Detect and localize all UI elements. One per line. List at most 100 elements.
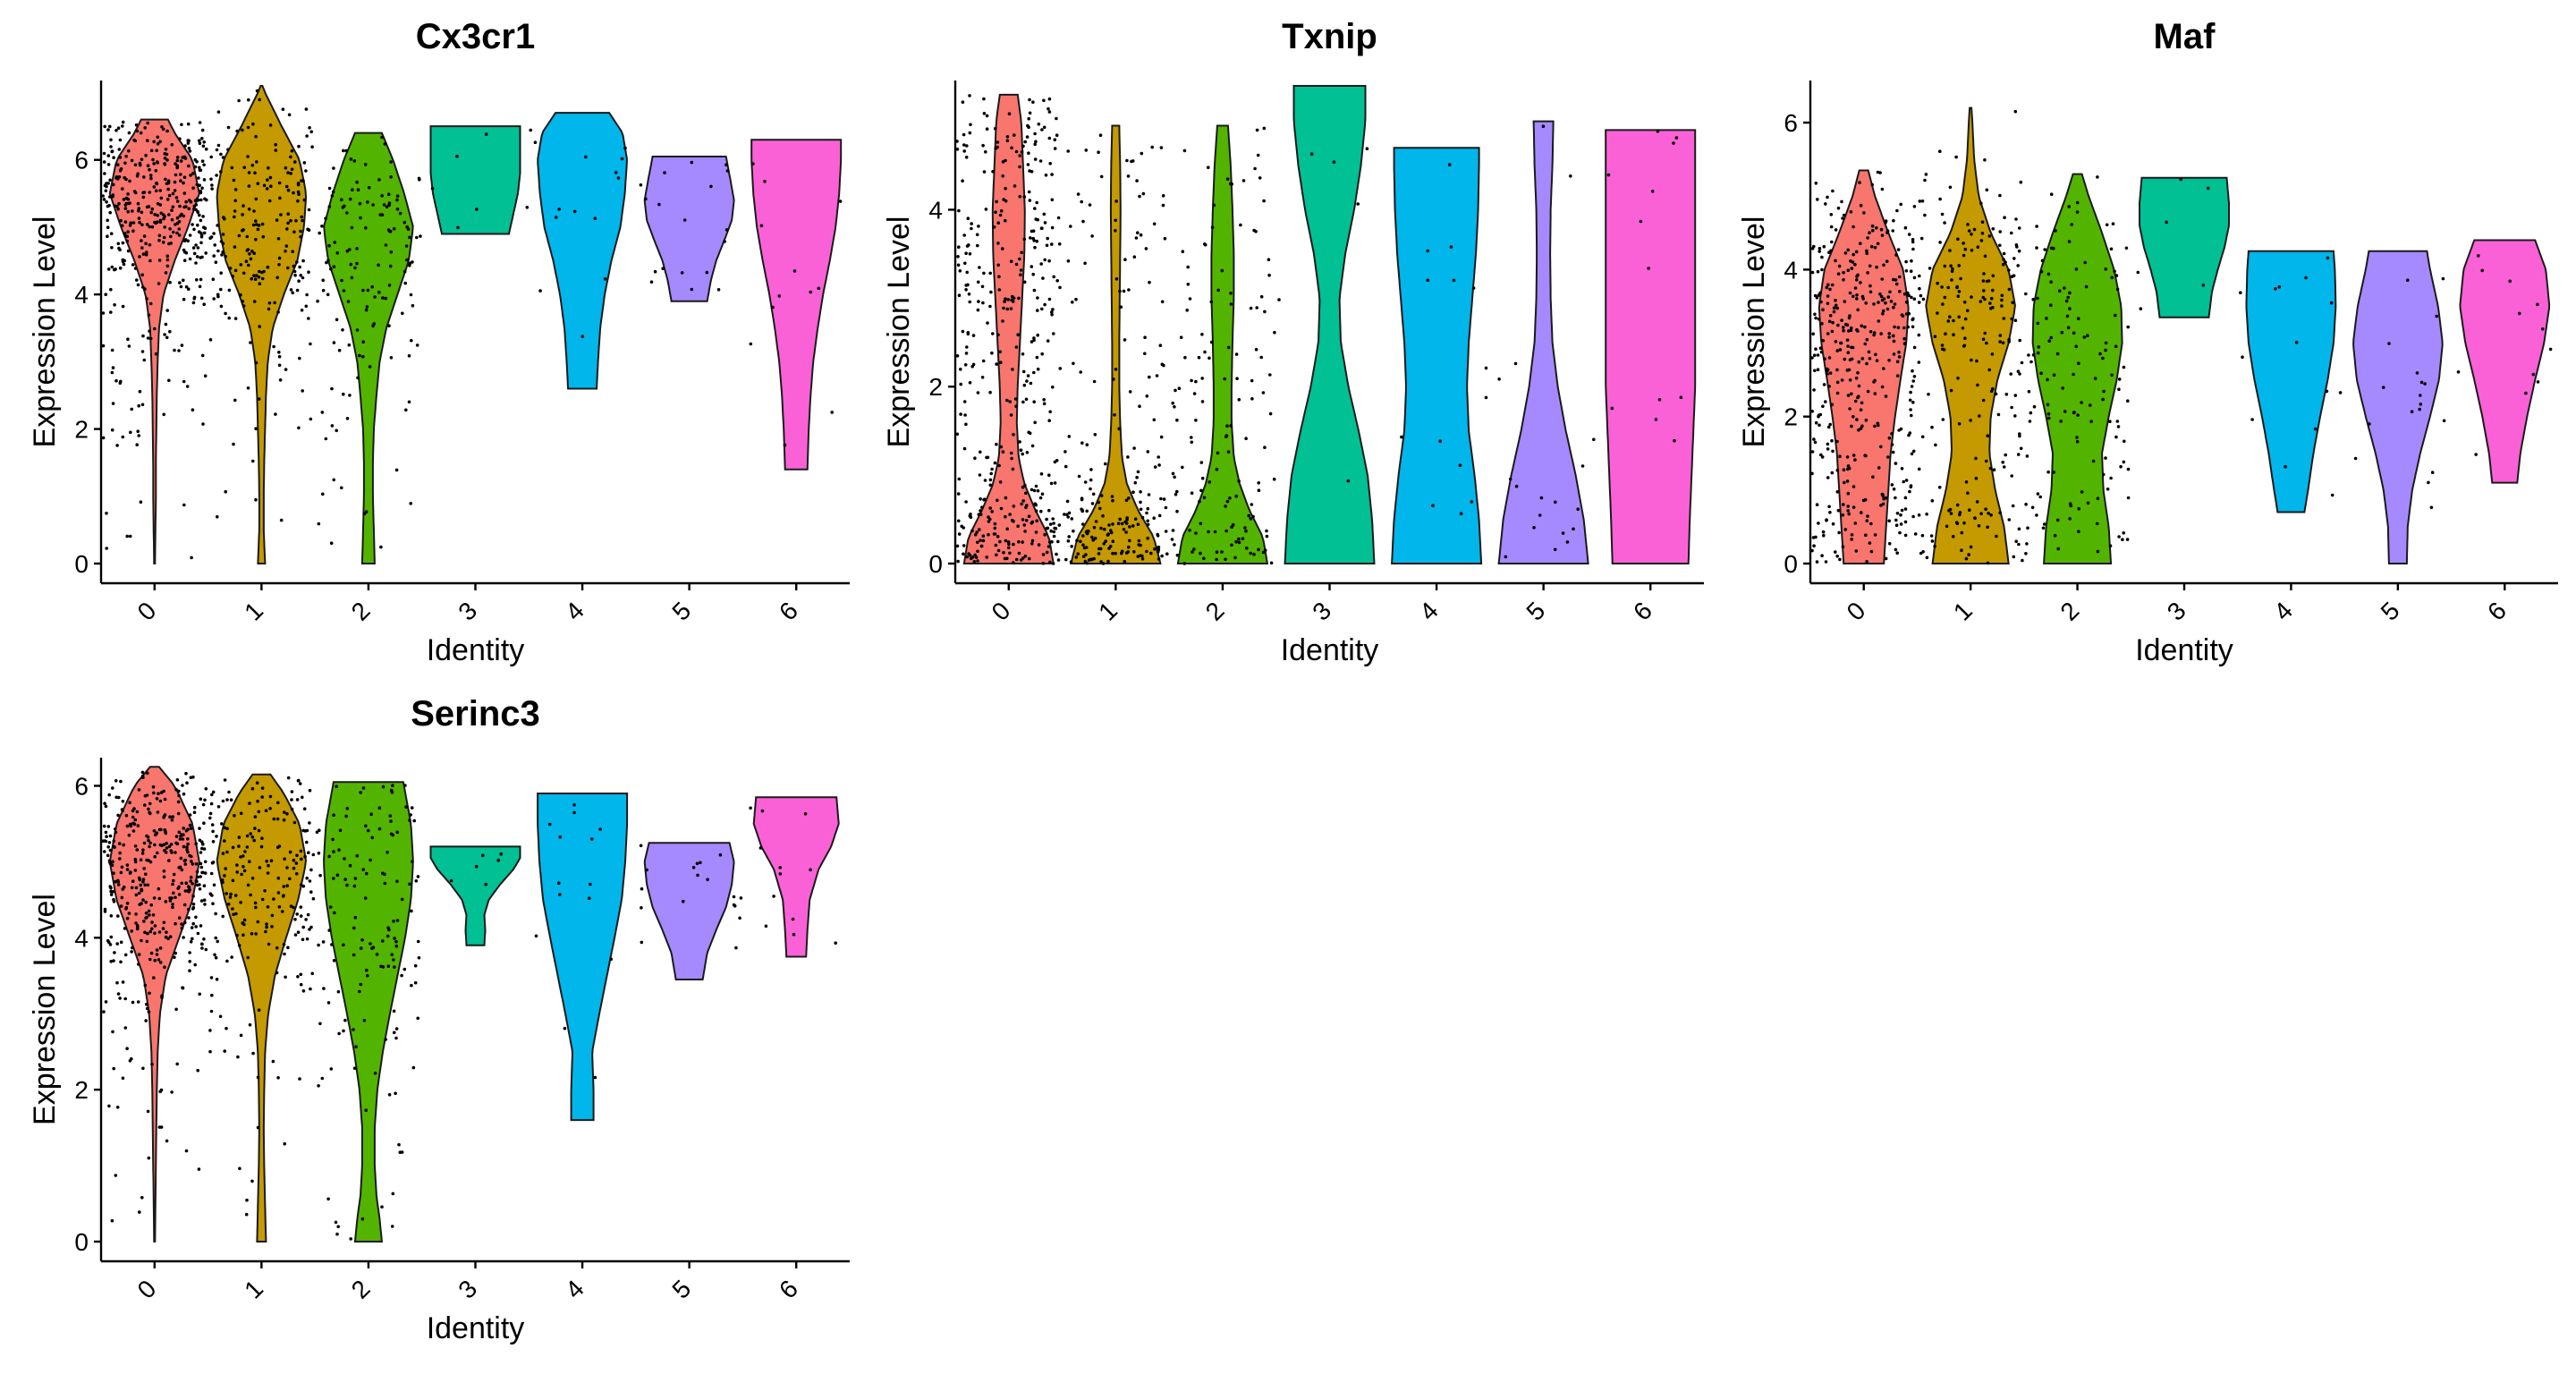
data-point [1025, 379, 1029, 383]
data-point [290, 790, 294, 793]
data-point [212, 254, 216, 258]
data-point [1072, 361, 1075, 366]
data-point [1160, 554, 1164, 558]
data-point [1045, 243, 1049, 248]
data-point [1022, 195, 1027, 199]
data-point [395, 879, 399, 884]
data-point [373, 1071, 377, 1075]
data-point [157, 259, 162, 262]
data-point [224, 311, 227, 316]
data-point [1863, 342, 1868, 346]
data-point [1012, 561, 1015, 564]
data-point [1921, 297, 1926, 301]
data-point [108, 885, 112, 888]
data-point [200, 137, 204, 140]
data-point [1244, 529, 1248, 533]
data-point [1257, 488, 1261, 492]
data-point [116, 126, 121, 130]
data-point [248, 860, 251, 863]
data-point [1929, 534, 1934, 538]
data-point [2017, 249, 2021, 253]
data-point [996, 242, 1000, 245]
data-point [119, 870, 123, 875]
y-tick-label: 6 [1784, 109, 1798, 137]
data-point [965, 270, 969, 275]
violin-cluster-6 [750, 139, 843, 471]
data-point [1865, 249, 1868, 253]
data-point [1836, 323, 1840, 327]
data-point [1956, 237, 1960, 242]
data-point [128, 534, 132, 539]
data-point [1994, 392, 1998, 396]
data-point [1089, 557, 1092, 562]
data-point [199, 234, 204, 239]
data-point [1894, 518, 1898, 522]
data-point [118, 156, 123, 159]
data-point [1074, 297, 1078, 301]
data-point [1976, 383, 1979, 387]
data-point [1911, 247, 1915, 251]
data-point [1938, 197, 1942, 201]
data-point [1817, 317, 1821, 321]
data-point [1107, 523, 1111, 527]
data-point [2080, 490, 2084, 494]
data-point [1132, 550, 1136, 554]
data-point [322, 987, 326, 990]
data-point [163, 965, 166, 969]
data-point [283, 952, 286, 956]
data-point [1894, 496, 1897, 500]
data-point [152, 791, 156, 795]
data-point [106, 845, 110, 849]
data-point [1043, 221, 1047, 225]
data-point [982, 170, 987, 174]
data-point [1047, 540, 1052, 544]
data-point [103, 850, 106, 853]
data-point [110, 348, 114, 352]
data-point [250, 164, 255, 167]
data-point [118, 138, 123, 142]
data-point [1215, 467, 1219, 471]
data-point [2030, 505, 2035, 510]
data-point [221, 233, 225, 236]
data-point [199, 277, 203, 282]
data-point [1052, 530, 1056, 534]
data-point [1910, 452, 1914, 456]
data-point [107, 204, 111, 208]
data-point [1890, 483, 1894, 487]
data-point [1923, 213, 1927, 217]
data-point [328, 905, 333, 909]
data-point [148, 243, 152, 247]
data-point [128, 224, 132, 227]
data-point [181, 784, 184, 787]
data-point [221, 880, 225, 885]
data-point [414, 879, 419, 883]
data-point [1925, 556, 1929, 560]
data-point [964, 288, 968, 292]
data-point [165, 309, 169, 312]
data-point [365, 871, 369, 876]
data-point [110, 370, 114, 375]
data-point [988, 478, 993, 482]
data-point [103, 907, 107, 912]
data-point [1891, 229, 1894, 233]
data-point [1813, 440, 1818, 445]
data-point [134, 912, 138, 916]
data-point [2017, 527, 2021, 531]
data-point [1846, 464, 1851, 468]
data-point [1975, 500, 1979, 504]
data-point [369, 858, 372, 862]
data-point [389, 819, 393, 823]
data-point [198, 284, 202, 289]
data-point [362, 512, 367, 515]
data-point [192, 805, 197, 810]
data-point [2009, 372, 2012, 376]
data-point [189, 940, 193, 944]
data-point [1860, 511, 1863, 514]
data-point [309, 417, 313, 421]
data-point [1152, 418, 1157, 422]
data-point [1047, 473, 1051, 477]
x-tick-label: 4 [560, 1275, 589, 1304]
data-point [302, 161, 307, 165]
data-point [182, 936, 185, 939]
data-point [2000, 293, 2004, 298]
